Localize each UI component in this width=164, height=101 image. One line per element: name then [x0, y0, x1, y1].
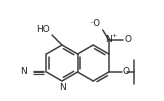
- Text: N: N: [59, 83, 65, 92]
- Text: O: O: [123, 67, 130, 76]
- Text: ⁻O: ⁻O: [90, 19, 101, 28]
- Text: HO: HO: [36, 25, 50, 34]
- Text: N: N: [20, 67, 26, 76]
- Text: N: N: [105, 35, 112, 45]
- Text: O: O: [125, 35, 132, 45]
- Text: +: +: [112, 33, 117, 38]
